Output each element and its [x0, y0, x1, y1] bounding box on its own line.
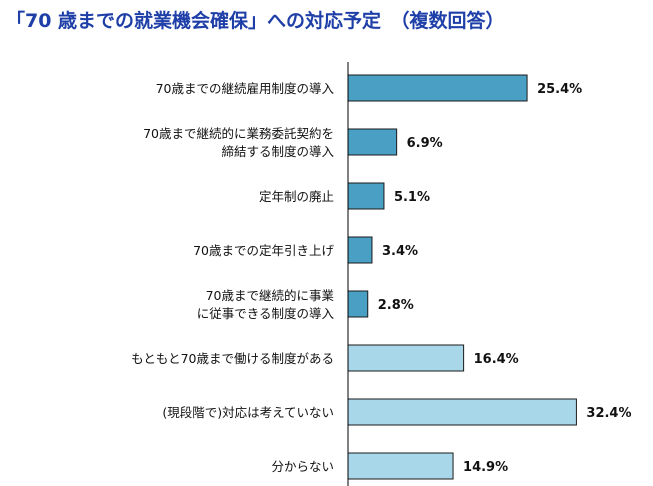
bar-3	[347, 182, 385, 210]
bar-7	[347, 398, 577, 426]
value-label-6: 16.4%	[474, 352, 519, 367]
category-label-6: もともと70歳まで働ける制度がある	[131, 351, 334, 366]
value-label-8: 14.9%	[463, 460, 508, 475]
category-label-5-line-2: に従事できる制度の導入	[197, 306, 335, 321]
bar-6	[347, 344, 465, 372]
category-label-4: 70歳までの定年引き上げ	[193, 243, 334, 258]
bar-2	[347, 128, 398, 156]
value-label-3: 5.1%	[394, 190, 430, 205]
category-label-3: 定年制の廃止	[259, 189, 334, 204]
category-label-8: 分からない	[271, 459, 334, 474]
bar-1	[347, 74, 528, 102]
chart-title: 「70 歳までの就業機会確保」への対応予定 （複数回答）	[6, 10, 505, 32]
value-labels: 25.4% 6.9% 5.1% 3.4% 2.8% 16.4% 32.4% 14.9%	[378, 82, 632, 475]
category-label-7: (現段階で)対応は考えていない	[162, 405, 334, 420]
category-label-2-line-1: 70歳まで継続的に業務委託契約を	[143, 126, 334, 141]
value-label-5: 2.8%	[378, 298, 414, 313]
category-labels: 70歳までの継続雇用制度の導入 70歳まで継続的に業務委託契約を締結する制度の導入…	[131, 81, 334, 474]
bar-8	[347, 452, 454, 480]
bars-layer	[347, 74, 577, 480]
value-label-7: 32.4%	[586, 406, 631, 421]
value-label-2: 6.9%	[407, 136, 443, 151]
value-label-1: 25.4%	[537, 82, 582, 97]
category-label-1: 70歳までの継続雇用制度の導入	[156, 81, 335, 96]
category-label-2-line-2: 締結する制度の導入	[221, 144, 334, 159]
bar-4	[347, 236, 373, 264]
category-label-5-line-1: 70歳まで継続的に事業	[206, 288, 335, 303]
bar-5	[347, 290, 369, 318]
value-label-4: 3.4%	[382, 244, 418, 259]
